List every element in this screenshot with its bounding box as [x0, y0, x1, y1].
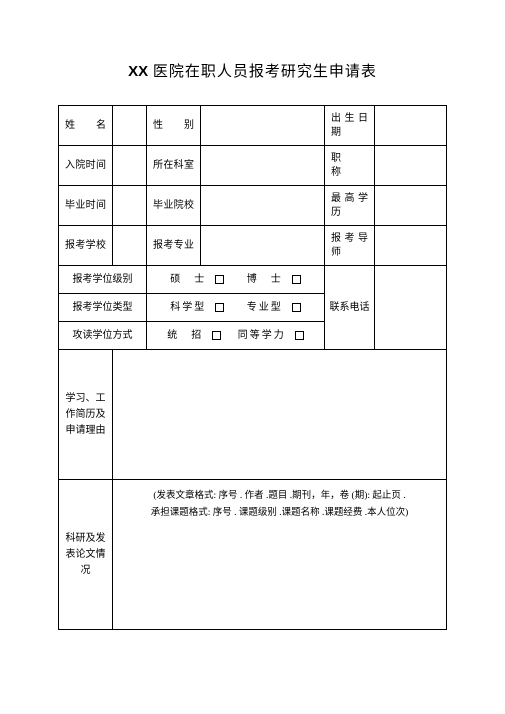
- value-jobtitle: [375, 146, 447, 186]
- value-edu: [375, 186, 447, 226]
- application-table: 姓 名 性 别 出 生 日期 入院时间 所在科室 职 称 毕业时间 毕业院校 最…: [58, 105, 447, 630]
- value-name: [113, 106, 147, 146]
- value-applyschool: [113, 226, 147, 266]
- checkbox-professional[interactable]: [292, 303, 301, 312]
- value-dept: [201, 146, 325, 186]
- value-resume: [113, 350, 447, 480]
- value-admission: [113, 146, 147, 186]
- format-project: 承担课题格式: 序号 . 课题级别 .课题名称 .课题经费 .本人位次): [119, 505, 440, 522]
- label-contact: 联系电话: [325, 266, 375, 350]
- label-gender: 性 别: [147, 106, 201, 146]
- label-gradschool: 毕业院校: [147, 186, 201, 226]
- label-birth: 出 生 日期: [325, 106, 375, 146]
- label-applymajor: 报考专业: [147, 226, 201, 266]
- label-gradtime: 毕业时间: [59, 186, 113, 226]
- checkbox-unified[interactable]: [212, 331, 221, 340]
- option-unified: 统 招: [167, 329, 221, 343]
- label-resume: 学习、工作简历及申请理由: [59, 350, 113, 480]
- page: XX 医院在职人员报考研究生申请表 姓 名 性 别 出 生 日期 入院时间 所在…: [0, 0, 505, 714]
- value-contact: [375, 266, 447, 350]
- value-gender: [201, 106, 325, 146]
- label-name: 姓 名: [59, 106, 113, 146]
- option-doctor: 博 士: [247, 273, 301, 287]
- label-studymethod: 攻读学位方式: [59, 322, 147, 350]
- option-academic: 科学型: [170, 301, 224, 315]
- label-research: 科研及发表论文情况: [59, 480, 113, 630]
- checkbox-doctor[interactable]: [292, 275, 301, 284]
- checkbox-equiv[interactable]: [295, 331, 304, 340]
- options-degreetype: 科学型 专业型: [147, 294, 325, 322]
- label-admission: 入院时间: [59, 146, 113, 186]
- value-applymajor: [201, 226, 325, 266]
- label-advisor: 报 考 导师: [325, 226, 375, 266]
- options-degreelevel: 硕 士 博 士: [147, 266, 325, 294]
- form-title: XX 医院在职人员报考研究生申请表: [58, 60, 447, 81]
- label-applyschool: 报考学校: [59, 226, 113, 266]
- value-birth: [375, 106, 447, 146]
- option-masters: 硕 士: [170, 273, 224, 287]
- label-jobtitle: 职 称: [325, 146, 375, 186]
- label-degreelevel: 报考学位级别: [59, 266, 147, 294]
- title-prefix: XX: [128, 63, 148, 80]
- label-edu: 最 高 学历: [325, 186, 375, 226]
- label-degreetype: 报考学位类型: [59, 294, 147, 322]
- format-paper: (发表文章格式: 序号 . 作者 .题目 .期刊，年，卷 (期): 起止页 .: [119, 488, 440, 505]
- checkbox-academic[interactable]: [215, 303, 224, 312]
- value-gradtime: [113, 186, 147, 226]
- option-professional: 专业型: [247, 301, 301, 315]
- value-research: (发表文章格式: 序号 . 作者 .题目 .期刊，年，卷 (期): 起止页 . …: [113, 480, 447, 630]
- title-rest: 医院在职人员报考研究生申请表: [148, 64, 377, 80]
- option-equiv: 同等学力: [238, 329, 304, 343]
- options-studymethod: 统 招 同等学力: [147, 322, 325, 350]
- checkbox-masters[interactable]: [215, 275, 224, 284]
- value-gradschool: [201, 186, 325, 226]
- label-dept: 所在科室: [147, 146, 201, 186]
- value-advisor: [375, 226, 447, 266]
